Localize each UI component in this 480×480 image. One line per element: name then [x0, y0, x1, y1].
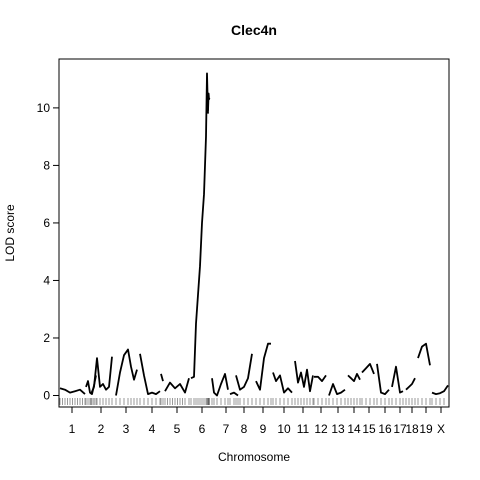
x-tick-label: 6: [199, 422, 206, 436]
lod-series-chr-segment-2: [90, 356, 113, 395]
x-tick-label: 8: [241, 422, 248, 436]
x-tick-label: 19: [419, 422, 433, 436]
lod-series-chr-segment-4: [139, 353, 161, 396]
x-tick-label: 12: [314, 422, 328, 436]
x-tick-label: 3: [123, 422, 130, 436]
x-tick-label: 17: [393, 422, 407, 436]
lod-lines: [59, 72, 449, 397]
x-tick-label: 2: [98, 422, 105, 436]
plot-frame: [58, 58, 450, 408]
lod-series-chr-segment-5: [160, 373, 164, 382]
lod-series-chr-segment-6: [164, 377, 190, 394]
x-tick-label: 4: [149, 422, 156, 436]
y-tick-label: 0: [43, 388, 50, 402]
x-tick-label: X: [437, 422, 445, 436]
lod-series-chr-segment-13: [272, 372, 293, 394]
lod-series-chr-segment-15: [314, 374, 327, 383]
x-tick-label: 9: [260, 422, 267, 436]
x-tick-label: 11: [297, 422, 310, 436]
lod-series-chr-segment-14: [294, 360, 314, 393]
lod-series-chr-segment-17: [347, 372, 361, 383]
lod-series-chr-segment-21: [405, 377, 416, 391]
x-tick-label: 15: [362, 422, 376, 436]
lod-series-chr-segment-7: [190, 72, 209, 380]
lod-series-chr-segment-23: [431, 384, 449, 396]
y-tick-label: 2: [43, 331, 50, 345]
x-tick-label: 13: [331, 422, 345, 436]
y-tick-label: 10: [37, 101, 51, 115]
x-tick-label: 7: [223, 422, 230, 436]
x-tick-label: 1: [69, 422, 76, 436]
chart-title: Clec4n: [231, 22, 277, 38]
x-axis-label: Chromosome: [218, 450, 290, 464]
lod-series-chr-segment-20: [391, 365, 404, 394]
lod-series-chr-segment-0: [59, 387, 86, 395]
y-tick-label: 4: [43, 273, 50, 287]
lod-series-chr-segment-9: [211, 372, 229, 397]
lod-series-chr-segment-12: [255, 342, 271, 391]
x-tick-label: 14: [347, 422, 361, 436]
lod-series-chr-segment-18: [361, 362, 375, 375]
lod-series-chr-segment-8: [207, 92, 211, 111]
x-tick-label: 18: [405, 422, 419, 436]
lod-series-chr-segment-16: [328, 383, 346, 396]
lod-series-chr-segment-11: [235, 353, 253, 391]
y-axis-label: LOD score: [3, 204, 17, 262]
lod-series-chr-segment-3: [115, 348, 138, 396]
y-axis: 0 2 4 6 8 10: [37, 101, 59, 402]
y-tick-label: 8: [43, 158, 50, 172]
x-tick-label: 10: [277, 422, 291, 436]
y-tick-label: 6: [43, 216, 50, 230]
marker-rug: [59, 398, 445, 405]
x-tick-label: 5: [174, 422, 181, 436]
lod-series-chr-segment-22: [417, 342, 431, 366]
lod-series-chr-segment-19: [376, 363, 390, 396]
x-tick-label: 16: [378, 422, 392, 436]
lod-series-chr-segment-10: [229, 391, 239, 397]
